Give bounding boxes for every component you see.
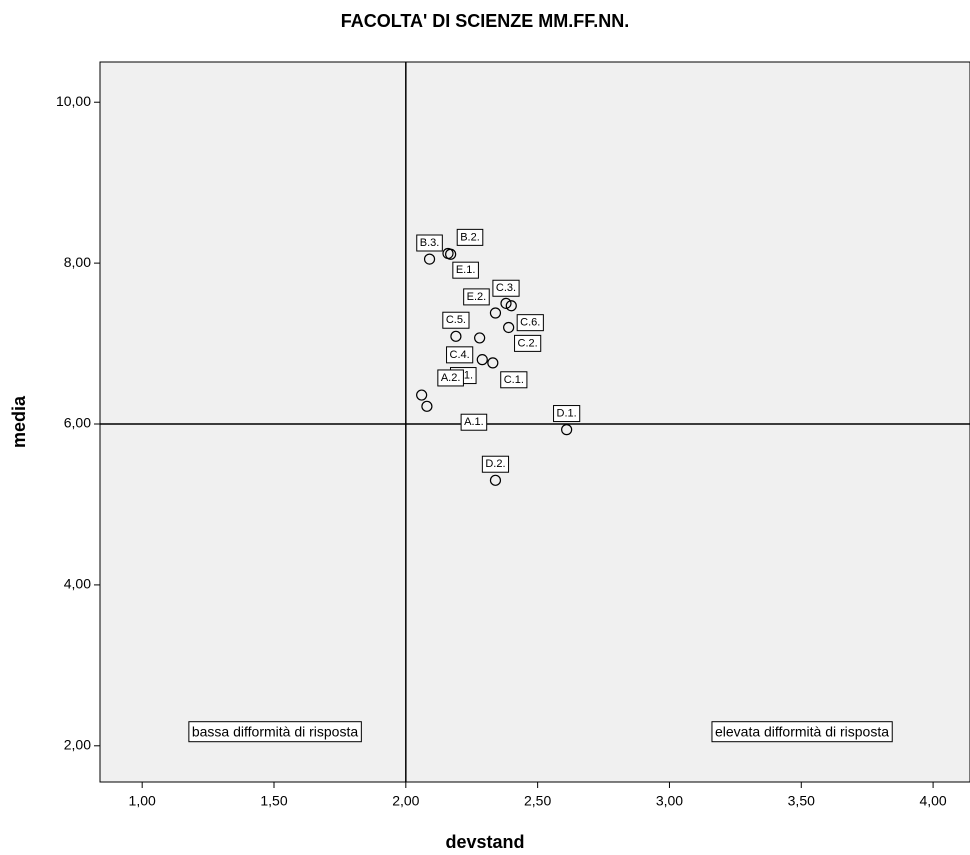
point-label: D.2.: [485, 458, 505, 470]
point-label: C.4.: [450, 349, 470, 361]
point-label: C.1.: [504, 374, 524, 386]
y-tick-label: 10,00: [56, 93, 91, 109]
point: [450, 330, 462, 342]
point: [489, 307, 502, 319]
annotation: elevata difformità di risposta: [715, 724, 889, 740]
point: [489, 474, 502, 486]
x-tick-label: 3,50: [788, 793, 815, 809]
point-label: B.3.: [420, 237, 440, 249]
point: [421, 400, 433, 412]
y-axis-title: media: [9, 395, 29, 448]
point-label-box: [514, 334, 542, 352]
point-label-box: [516, 314, 544, 332]
point-label: C.5.: [446, 314, 466, 326]
point-label: E.1.: [456, 264, 476, 276]
point: [505, 300, 517, 312]
x-tick-label: 4,00: [919, 793, 946, 809]
plot-area: [99, 61, 970, 783]
point-label: C.6.: [520, 317, 540, 329]
point-label: E.2.: [467, 291, 487, 303]
y-tick-label: 4,00: [64, 576, 91, 592]
point-label-box: [500, 371, 528, 389]
point: [474, 332, 486, 344]
point-label: B.2.: [460, 231, 480, 243]
x-tick-label: 2,50: [524, 793, 551, 809]
point-label-box: [460, 413, 488, 431]
x-tick-label: 2,00: [392, 793, 419, 809]
annotation: bassa difformità di risposta: [192, 724, 358, 740]
x-tick-label: 1,00: [129, 793, 156, 809]
point-label-box: [442, 311, 470, 329]
point-label-box: [481, 455, 510, 473]
point-label-box: [463, 288, 490, 306]
x-tick-label: 1,50: [260, 793, 287, 809]
x-tick-label: 3,00: [656, 793, 683, 809]
point: [445, 248, 457, 260]
y-tick-label: 2,00: [64, 737, 91, 753]
point: [503, 321, 515, 334]
point-label: A.2.: [441, 372, 461, 384]
point-label-box: [446, 346, 474, 364]
point: [561, 424, 573, 436]
x-axis-title: devstand: [445, 832, 524, 852]
point-label-box: [492, 279, 520, 297]
point: [500, 297, 512, 309]
point-label-box: [437, 369, 464, 387]
point-label: C.2.: [518, 337, 538, 349]
point: [423, 253, 436, 265]
annotation-box: [188, 721, 362, 743]
point-label-box: [456, 228, 484, 246]
point: [416, 389, 428, 401]
y-tick-label: 6,00: [64, 415, 91, 431]
point: [476, 354, 488, 366]
point-label-box: [553, 405, 581, 423]
point-label-box: [416, 234, 443, 252]
point-label: C.3.: [496, 282, 516, 294]
point-label-box: [452, 261, 479, 279]
point: [487, 357, 499, 369]
y-tick-label: 8,00: [64, 254, 91, 270]
point-label: A.1.: [464, 416, 484, 428]
annotation-box: [711, 721, 893, 743]
point-label: D.1.: [557, 408, 577, 420]
chart-title: FACOLTA' DI SCIENZE MM.FF.NN.: [341, 11, 630, 31]
